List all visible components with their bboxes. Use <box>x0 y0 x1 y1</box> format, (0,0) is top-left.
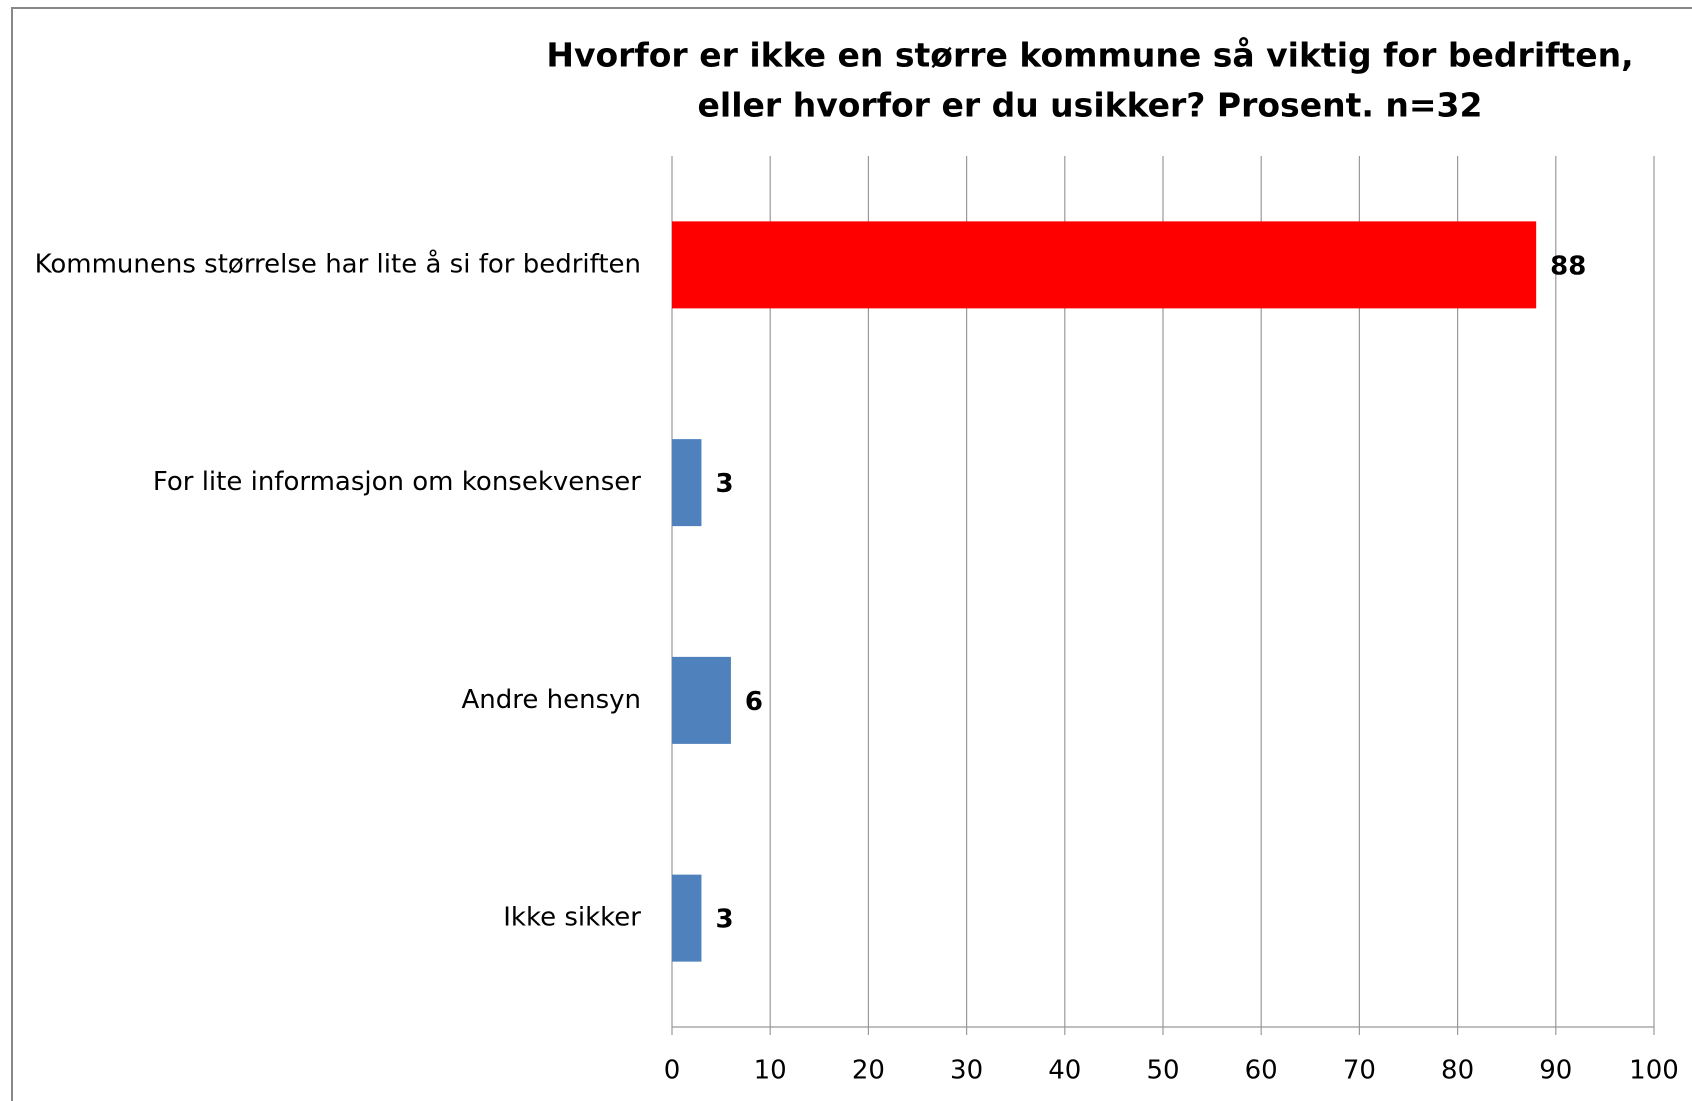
x-tick-label: 70 <box>1343 1056 1376 1086</box>
x-tick-label: 60 <box>1245 1056 1278 1086</box>
bar <box>672 656 731 744</box>
x-tick-label: 80 <box>1441 1056 1474 1086</box>
x-tick-label: 90 <box>1539 1056 1572 1086</box>
x-tick-label: 100 <box>1629 1056 1679 1086</box>
x-tick-label: 20 <box>852 1056 885 1086</box>
x-tick-label: 10 <box>754 1056 787 1086</box>
chart-title: eller hvorfor er du usikker? Prosent. n=… <box>698 86 1483 125</box>
bar <box>672 439 702 527</box>
value-label: 3 <box>715 905 733 935</box>
bar <box>672 874 702 962</box>
y-tick-label: Andre hensyn <box>461 685 641 715</box>
x-tick-label: 0 <box>664 1056 681 1086</box>
value-label: 3 <box>715 469 733 499</box>
y-tick-label: For lite informasjon om konsekvenser <box>153 467 641 497</box>
value-label: 6 <box>745 687 763 717</box>
chart-frame <box>11 7 1692 1101</box>
y-tick-label: Ikke sikker <box>503 903 641 933</box>
x-tick-label: 50 <box>1146 1056 1179 1086</box>
x-tick-label: 30 <box>950 1056 983 1086</box>
chart-title: Hvorfor er ikke en større kommune så vik… <box>546 36 1633 75</box>
x-tick-label: 40 <box>1048 1056 1081 1086</box>
y-tick-label: Kommunens størrelse har lite å si for be… <box>35 248 641 279</box>
value-label: 88 <box>1550 251 1586 281</box>
bar <box>672 221 1537 309</box>
